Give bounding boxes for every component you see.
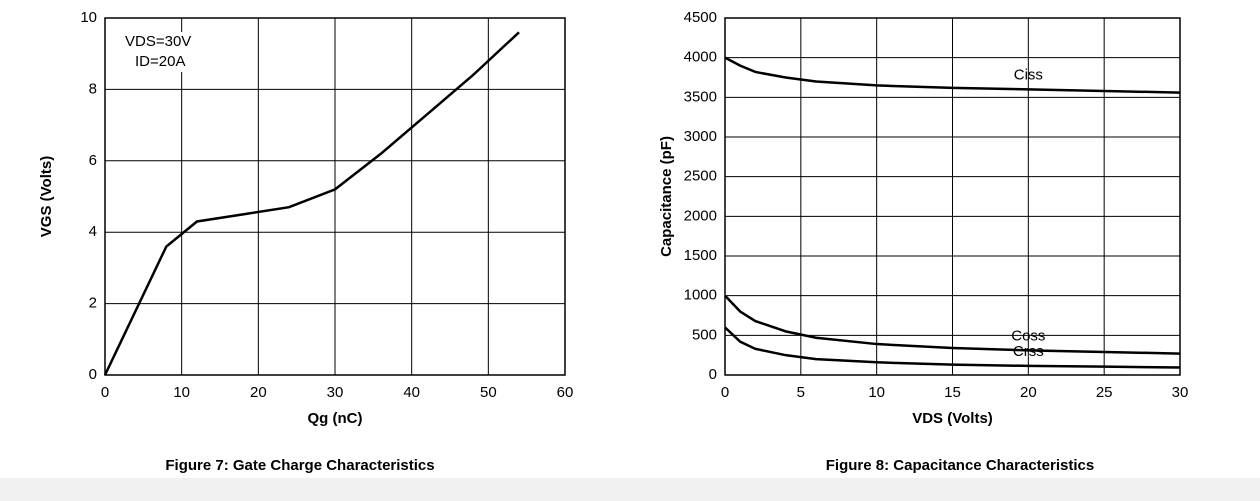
y-tick-label: 10 [80,9,97,26]
x-tick-label: 5 [797,384,805,401]
y-tick-label: 1000 [684,287,717,304]
figure-caption: Figure 8: Capacitance Characteristics [826,457,1094,474]
y-tick-label: 8 [89,80,97,97]
y-tick-label: 0 [89,366,97,383]
x-tick-label: 30 [327,384,344,401]
y-axis-title: Capacitance (pF) [658,136,675,257]
x-tick-label: 20 [250,384,267,401]
y-tick-label: 6 [89,152,97,169]
y-tick-label: 3500 [684,88,717,105]
x-tick-label: 15 [944,384,961,401]
series-label: Coss [1011,327,1045,344]
series-label: Crss [1013,343,1044,360]
series-line [105,32,519,375]
x-tick-label: 20 [1020,384,1037,401]
y-tick-label: 2500 [684,168,717,185]
y-tick-label: 4500 [684,9,717,26]
y-axis-title: VGS (Volts) [38,156,55,237]
x-tick-label: 40 [403,384,420,401]
y-tick-label: 4 [89,223,97,240]
figure-caption: Figure 7: Gate Charge Characteristics [165,457,434,474]
x-tick-label: 0 [721,384,729,401]
y-tick-label: 3000 [684,128,717,145]
x-tick-label: 0 [101,384,109,401]
x-axis-title: VDS (Volts) [912,410,993,427]
x-axis-title: Qg (nC) [308,410,363,427]
y-tick-label: 2 [89,295,97,312]
x-tick-label: 10 [868,384,885,401]
y-tick-label: 4000 [684,49,717,66]
y-tick-label: 2000 [684,207,717,224]
x-tick-label: 60 [557,384,574,401]
y-tick-label: 0 [709,366,717,383]
y-tick-label: 500 [692,326,717,343]
x-tick-label: 25 [1096,384,1113,401]
annotation: VDS=30V [125,33,191,50]
footer-strip [0,478,1260,501]
y-tick-label: 1500 [684,247,717,264]
x-tick-label: 30 [1172,384,1189,401]
x-tick-label: 10 [173,384,190,401]
series-label: Ciss [1014,66,1043,83]
page: 02468100102030405060Qg (nC)VGS (Volts)Fi… [0,0,1260,501]
x-tick-label: 50 [480,384,497,401]
annotation: ID=20A [135,53,185,70]
